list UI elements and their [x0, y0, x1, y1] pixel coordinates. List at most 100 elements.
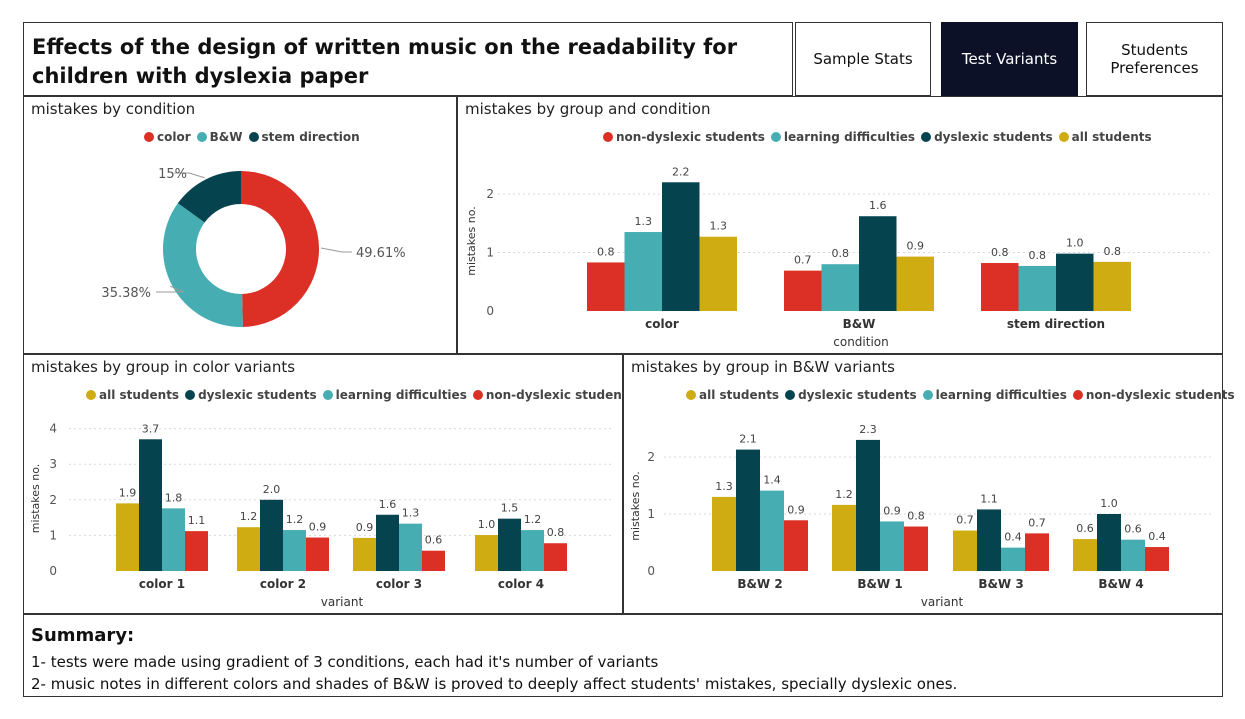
bar-dyslexic-students-color-2 [260, 499, 283, 571]
legend-item-all-students[interactable]: all students [86, 388, 179, 402]
legend-label: B&W [209, 130, 243, 144]
legend-label: learning difficulties [935, 388, 1067, 402]
bar-data-label: 2.3 [859, 423, 877, 436]
bar-chart-svg: 0 1 2 mistakes no. 0.8 1.3 2.2 1.3 color 0.7 0.8 1.… [465, 165, 1213, 349]
x-tick-label: color 1 [139, 577, 185, 591]
legend-item-learning-difficulties[interactable]: learning difficulties [322, 388, 467, 402]
bar-data-label: 1.2 [286, 513, 304, 526]
legend-swatch [770, 132, 781, 142]
legend-item-bandw[interactable]: B&W [196, 130, 243, 144]
bar-learning-difficulties-color [624, 232, 662, 311]
nav-students-preferences-button[interactable]: Students Preferences [1086, 22, 1223, 96]
nav-test-variants-button[interactable]: Test Variants [941, 22, 1078, 96]
legend-swatch [185, 390, 196, 400]
legend-item-dyslexic-students[interactable]: dyslexic students [921, 130, 1053, 144]
bar-all-students-bandw [896, 256, 934, 311]
x-tick-label: B&W 1 [857, 577, 902, 591]
legend-label: non-dyslexic students [616, 130, 765, 144]
chart-title: mistakes by group and condition [465, 100, 711, 118]
chart-title: mistakes by group in B&W variants [631, 358, 895, 376]
bar-dyslexic-students-bandw-1 [856, 439, 880, 571]
x-axis-title: variant [321, 595, 364, 609]
bar-dyslexic-students-color [662, 182, 700, 311]
legend-item-dyslexic-students[interactable]: dyslexic students [185, 388, 317, 402]
bar-data-label: 0.7 [956, 514, 974, 527]
y-axis-title: mistakes no. [629, 471, 642, 541]
legend-label: learning difficulties [335, 388, 467, 402]
legend-item-non-dyslexic-students[interactable]: non-dyslexic students [603, 130, 765, 144]
summary-heading: Summary: [31, 625, 135, 646]
bar-data-label: 0.4 [1148, 530, 1166, 543]
bar-data-label: 0.8 [597, 245, 615, 258]
y-tick-label: 1 [486, 246, 494, 260]
legend-item-learning-difficulties[interactable]: learning difficulties [922, 388, 1067, 402]
bar-data-label: 0.6 [1124, 523, 1142, 536]
summary-line-1: 1- tests were made using gradient of 3 c… [31, 653, 659, 671]
bar-data-label: 1.6 [379, 498, 397, 511]
y-axis-title: mistakes no. [29, 464, 42, 534]
bar-data-label: 0.9 [883, 504, 901, 517]
x-tick-label: B&W 4 [1098, 577, 1143, 591]
bar-data-label: 1.0 [1100, 497, 1118, 510]
y-tick-label: 0 [647, 564, 655, 578]
bar-data-label: 1.3 [715, 480, 733, 493]
legend-item-non-dyslexic-students[interactable]: non-dyslexic students [1072, 388, 1235, 402]
bar-dyslexic-students-bandw-3 [977, 509, 1001, 571]
bar-learning-difficulties-bandw-2 [760, 490, 784, 571]
bar-data-label: 2.0 [263, 483, 281, 496]
legend-item-all-students[interactable]: all students [1058, 130, 1152, 144]
bar-data-label: 1.9 [119, 486, 137, 499]
donut-slice-bandw [163, 203, 243, 327]
bar-data-label: 2.1 [739, 433, 757, 446]
y-tick-label: 0 [486, 304, 494, 318]
chart-legend: non-dyslexic students learning difficulti… [603, 130, 1152, 144]
bar-learning-difficulties-stem-direction [1018, 265, 1056, 311]
chart-mistakes-by-condition: mistakes by condition color B&W stem direc… [23, 96, 457, 354]
bar-non-dyslexic-students-bandw-3 [1025, 533, 1049, 571]
legend-swatch [196, 132, 207, 142]
bar-data-label: 1.1 [980, 492, 998, 505]
nav-students-preferences-label: Students Preferences [1110, 41, 1199, 77]
legend-label: non-dyslexic students [1085, 388, 1235, 402]
legend-item-non-dyslexic-students[interactable]: non-dyslexic students [472, 388, 635, 402]
legend-item-color[interactable]: color [144, 130, 191, 144]
y-tick-label: 2 [486, 187, 494, 201]
x-tick-label: color 4 [498, 577, 544, 591]
nav-sample-stats-button[interactable]: Sample Stats [795, 22, 931, 96]
bar-non-dyslexic-students-bandw-2 [784, 520, 808, 571]
bar-data-label: 1.0 [1066, 237, 1084, 250]
bar-data-label: 0.8 [991, 246, 1009, 259]
bar-non-dyslexic-students-bandw-1 [904, 526, 928, 571]
bar-learning-difficulties-color-1 [162, 508, 185, 571]
donut-chart-svg: 49.61% 35.38% 15% [101, 167, 406, 327]
donut-leader-line [156, 285, 185, 293]
chart-title: mistakes by condition [31, 100, 196, 118]
bar-all-students-color [699, 236, 737, 311]
bar-learning-difficulties-bandw [821, 264, 859, 311]
bar-data-label: 1.2 [240, 510, 258, 523]
bar-data-label: 0.8 [547, 526, 565, 539]
bar-data-label: 1.3 [710, 220, 728, 233]
bar-learning-difficulties-color-3 [399, 523, 422, 571]
legend-item-stem-direction[interactable]: stem direction [248, 130, 360, 144]
legend-swatch [472, 390, 483, 400]
legend-swatch [322, 390, 333, 400]
x-tick-label: color 3 [376, 577, 422, 591]
bar-data-label: 0.6 [425, 534, 443, 547]
legend-item-dyslexic-students[interactable]: dyslexic students [785, 388, 917, 402]
legend-item-all-students[interactable]: all students [686, 388, 779, 402]
bar-non-dyslexic-students-stem-direction [981, 263, 1019, 311]
bar-dyslexic-students-bandw-2 [736, 449, 760, 571]
chart-mistakes-by-group-bw-variants: mistakes by group in B&W variants all st… [623, 354, 1235, 614]
bar-learning-difficulties-bandw-4 [1121, 539, 1145, 571]
chart-legend: all students dyslexic students learning di… [686, 388, 1235, 402]
legend-swatch [785, 390, 796, 400]
legend-swatch [248, 132, 259, 142]
y-tick-label: 2 [647, 450, 655, 464]
bar-dyslexic-students-color-3 [376, 514, 399, 571]
bar-dyslexic-students-color-1 [139, 439, 162, 571]
legend-label: stem direction [261, 130, 360, 144]
legend-item-learning-difficulties[interactable]: learning difficulties [770, 130, 915, 144]
donut-data-label: 15% [158, 167, 187, 182]
bar-data-label: 0.4 [1004, 531, 1022, 544]
